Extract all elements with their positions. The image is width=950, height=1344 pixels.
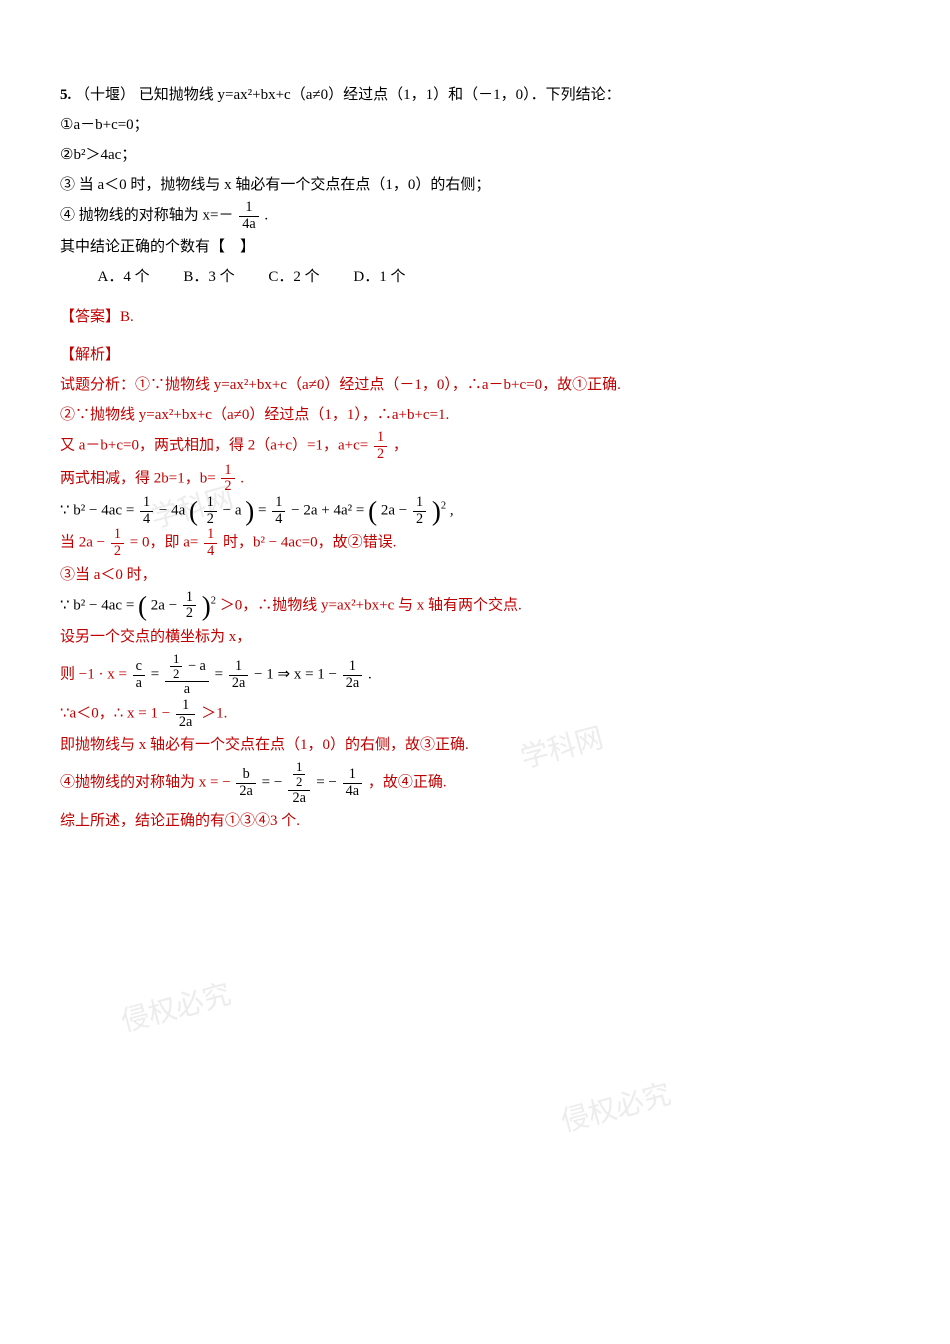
question-number: 5. [60, 87, 71, 103]
question-stem: 5. （十堰） 已知抛物线 y=ax²+bx+c（a≠0）经过点（1，1）和（－… [60, 80, 890, 110]
analysis-line-5: ∵ b² − 4ac = 14 − 4a ( 12 − a ) = 14 − 2… [60, 495, 890, 527]
fraction: 14 [204, 527, 217, 559]
analysis-label: 【解析】 [60, 340, 890, 370]
option-d: D．1 个 [353, 262, 405, 292]
watermark: 侵权必究 [115, 966, 238, 1049]
fraction: 12 [111, 527, 124, 559]
watermark: 侵权必究 [555, 1066, 678, 1149]
analysis-line-6: 当 2a − 12 = 0，即 a= 14 时，b² − 4ac=0，故②错误. [60, 527, 890, 559]
option-b: B．3 个 [183, 262, 234, 292]
answer-value: B. [120, 309, 134, 325]
statement-3: ③ 当 a＜0 时，抛物线与 x 轴必有一个交点在点（1，0）的右侧； [60, 170, 890, 200]
fraction: ca [133, 659, 145, 691]
analysis-line-3: 又 a－b+c=0，两式相加，得 2（a+c）=1，a+c= 1 2 ， [60, 430, 890, 462]
fraction: 12 [183, 590, 196, 622]
statement-1: ①a－b+c=0； [60, 110, 890, 140]
question-stem-line1: 已知抛物线 y=ax²+bx+c（a≠0）经过点（1，1）和（－1，0）．下列结… [139, 87, 621, 103]
analysis-line-2: ②∵抛物线 y=ax²+bx+c（a≠0）经过点（1，1），∴a+b+c=1. [60, 400, 890, 430]
analysis-block: 试题分析：①∵抛物线 y=ax²+bx+c（a≠0）经过点（－1，0），∴a－b… [60, 370, 890, 836]
paren-right: ) [202, 591, 211, 621]
fraction: 1 2 [374, 430, 387, 462]
analysis-line-13: ④抛物线的对称轴为 x = − b2a = − 12 2a = − 14a ，故… [60, 760, 890, 806]
analysis-line-7: ③当 a＜0 时， [60, 560, 890, 590]
analysis-line-12: 即抛物线与 x 轴必有一个交点在点（1，0）的右侧，故③正确. [60, 730, 890, 760]
options-row: A．4 个 B．3 个 C．2 个 D．1 个 [60, 262, 890, 292]
fraction: b2a [236, 767, 255, 799]
fraction: 12a [343, 659, 362, 691]
analysis-line-4: 两式相减，得 2b=1，b= 1 2 . [60, 463, 890, 495]
analysis-line-1: 试题分析：①∵抛物线 y=ax²+bx+c（a≠0）经过点（－1，0），∴a－b… [60, 370, 890, 400]
fraction: 12 2a [288, 760, 310, 806]
fraction: 12a [229, 659, 248, 691]
fraction: 12 [204, 495, 217, 527]
paren-left: ( [368, 496, 377, 526]
fraction: 14 [140, 495, 153, 527]
statement-4-pre: ④ 抛物线的对称轴为 x=－ [60, 208, 233, 224]
answer-block: 【答案】B. [60, 302, 890, 332]
paren-right: ) [245, 496, 254, 526]
question-source: （十堰） [75, 87, 135, 103]
analysis-line-11: ∵a＜0，∴ x = 1 − 12a ＞1. [60, 698, 890, 730]
statement-2: ②b²＞4ac； [60, 140, 890, 170]
fraction: 14a [343, 767, 362, 799]
paren-left: ( [138, 591, 147, 621]
option-a: A．4 个 [98, 262, 150, 292]
statement-4: ④ 抛物线的对称轴为 x=－ 1 4a . [60, 200, 890, 232]
question-prompt: 其中结论正确的个数有【 】 [60, 232, 890, 262]
fraction: 12 − a a [165, 652, 209, 698]
option-c: C．2 个 [268, 262, 319, 292]
statement-4-post: . [264, 208, 268, 224]
fraction: 1 4a [239, 200, 258, 232]
analysis-line-14: 综上所述，结论正确的有①③④3 个. [60, 806, 890, 836]
analysis-line-10: 则 −1 · x = ca = 12 − a a = 12a − 1 ⇒ x =… [60, 652, 890, 698]
fraction: 14 [272, 495, 285, 527]
paren-right: ) [432, 496, 441, 526]
fraction: 12a [176, 698, 195, 730]
question-block: 5. （十堰） 已知抛物线 y=ax²+bx+c（a≠0）经过点（1，1）和（－… [60, 80, 890, 292]
fraction: 1 2 [221, 463, 234, 495]
answer-label: 【答案】 [60, 309, 120, 325]
fraction: 12 [413, 495, 426, 527]
analysis-line-9: 设另一个交点的横坐标为 x， [60, 622, 890, 652]
paren-left: ( [189, 496, 198, 526]
analysis-line-8: ∵ b² − 4ac = ( 2a − 12 )2 ＞0，∴抛物线 y=ax²+… [60, 590, 890, 622]
